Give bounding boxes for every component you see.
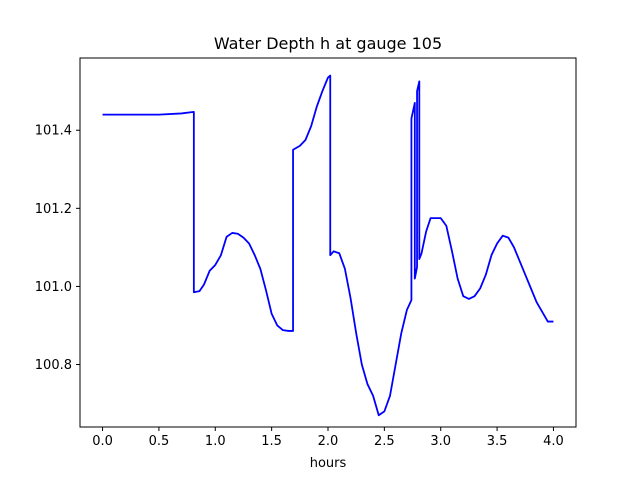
x-tick-label: 1.0: [205, 434, 226, 449]
y-tick-label: 100.8: [35, 358, 72, 373]
axes-frame: [79, 57, 577, 428]
x-axis-label: hours: [310, 456, 347, 471]
y-tick-label: 101.4: [35, 124, 72, 139]
x-tick-label: 2.0: [318, 434, 339, 449]
axis-ticks: 0.0 0.5 1.0 1.5 2.0 2.5 3.0 3.5 4.0 100.8 101.0 101…: [35, 124, 564, 449]
x-tick-label: 3.0: [430, 434, 451, 449]
x-tick-label: 2.5: [374, 434, 395, 449]
y-tick-label: 101.2: [35, 202, 72, 217]
plot-area: [102, 74, 554, 417]
series-line-0: [102, 74, 554, 417]
x-tick-label: 0.5: [149, 434, 170, 449]
y-tick-label: 101.0: [35, 280, 72, 295]
x-tick-label: 4.0: [543, 434, 564, 449]
chart-title: Water Depth h at gauge 105: [214, 34, 442, 53]
x-tick-label: 0.0: [92, 434, 113, 449]
x-tick-label: 1.5: [261, 434, 282, 449]
x-tick-label: 3.5: [487, 434, 508, 449]
